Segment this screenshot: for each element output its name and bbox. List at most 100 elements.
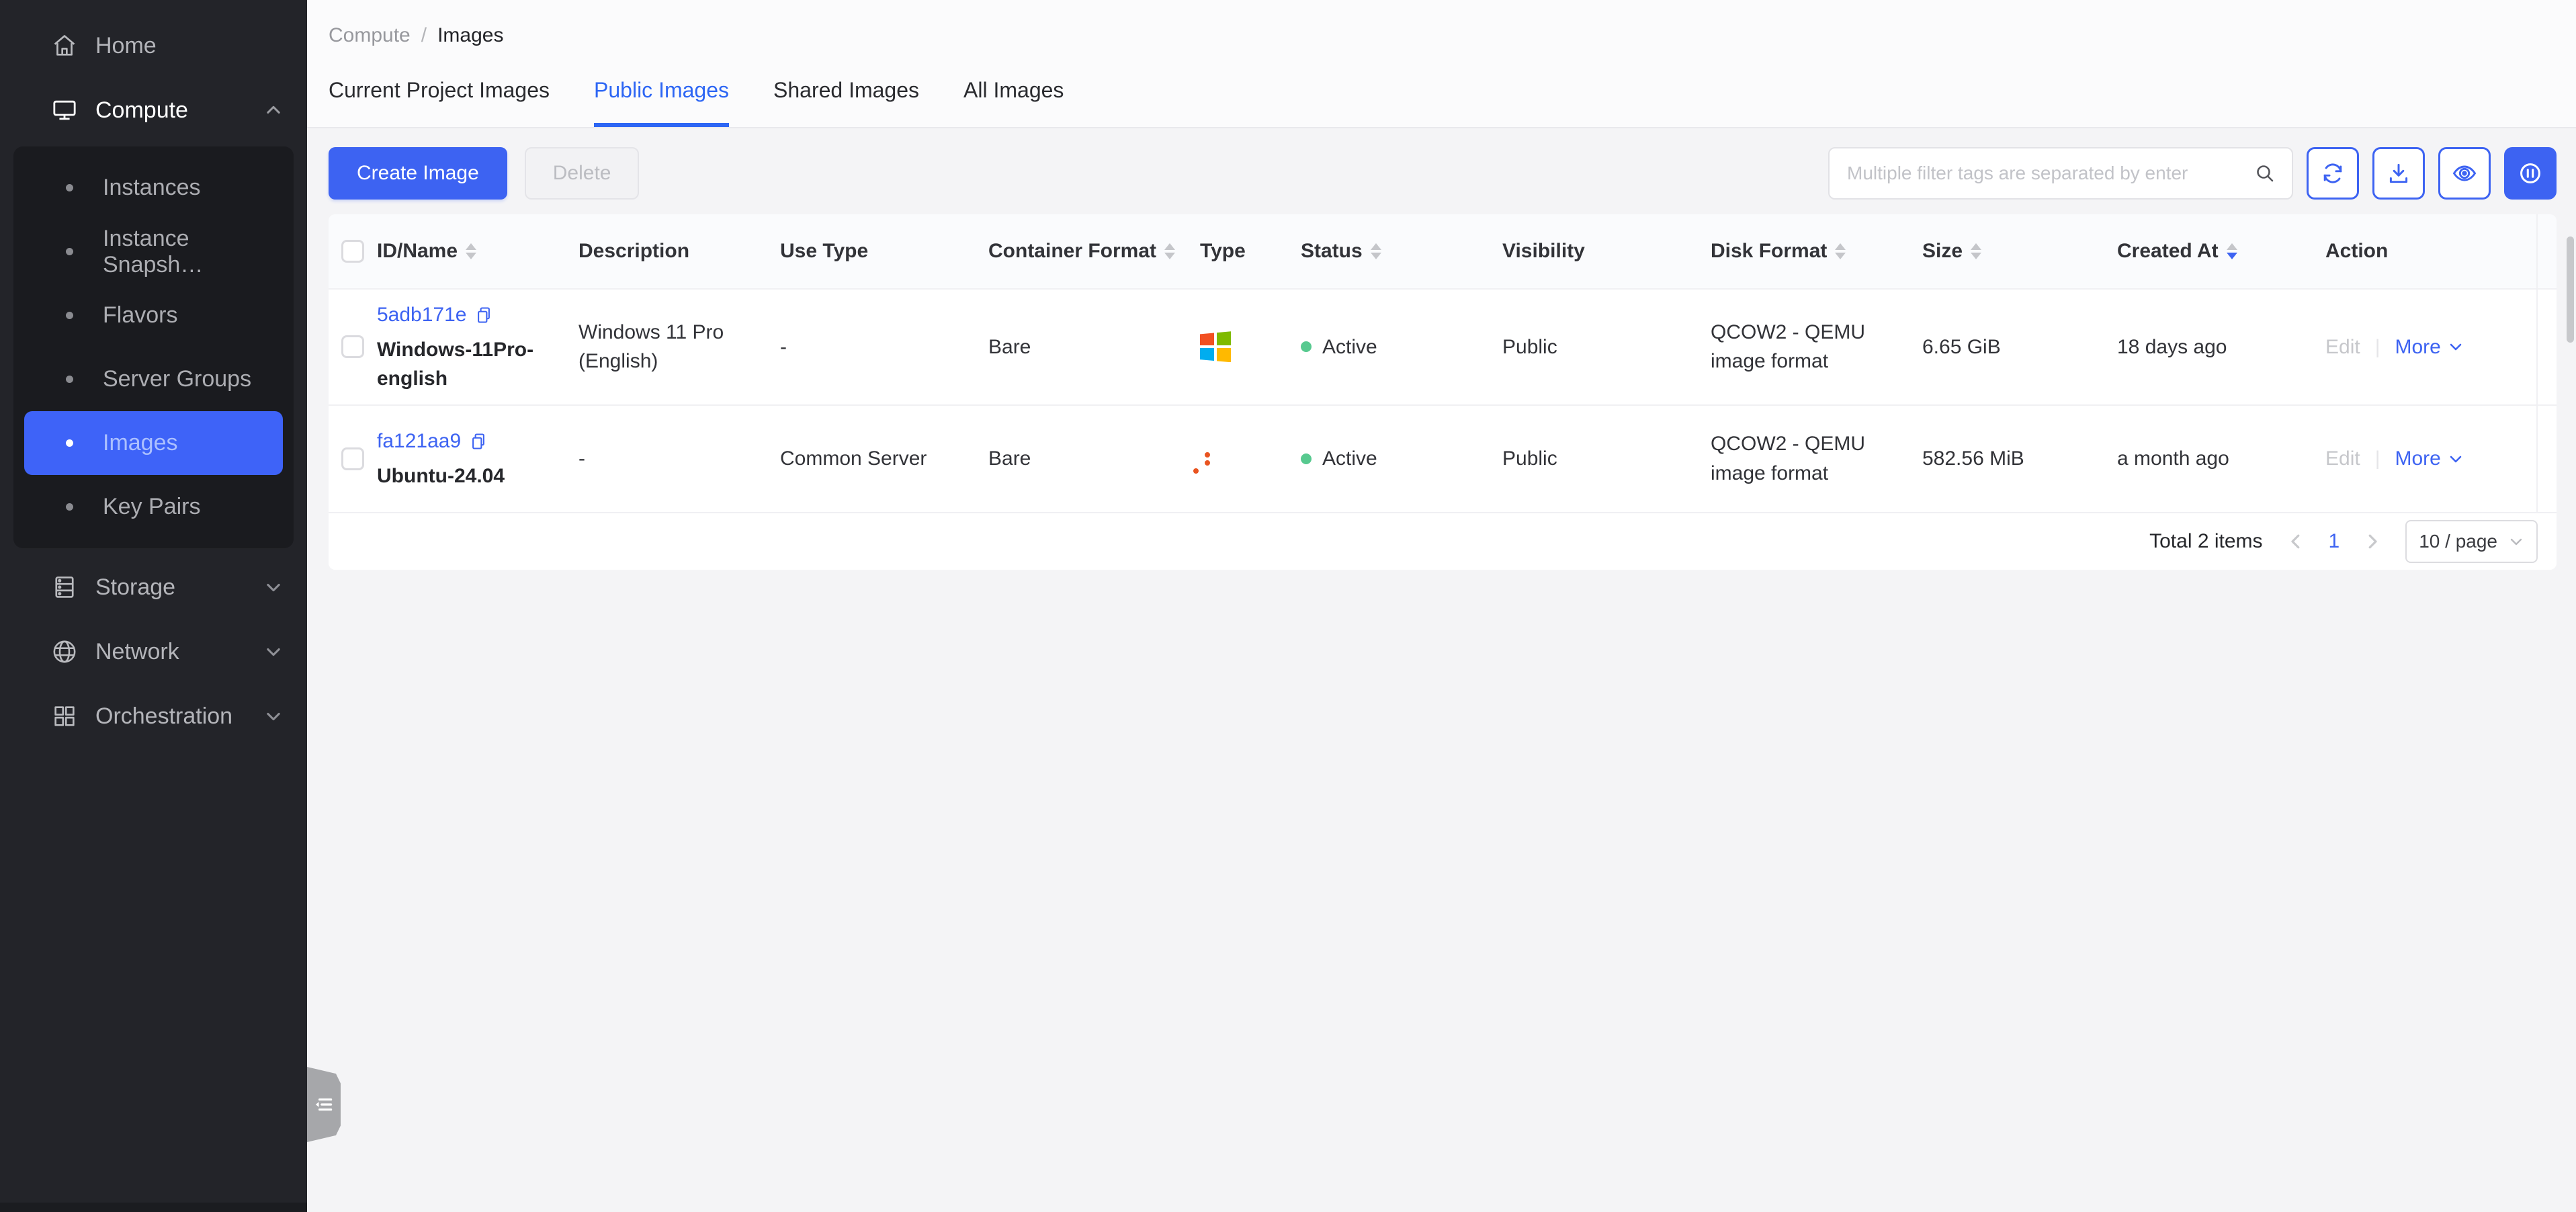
filter-input[interactable] xyxy=(1847,163,2253,184)
column-header-id-name[interactable]: ID/Name xyxy=(377,226,578,277)
scrollbar-gutter xyxy=(2536,406,2557,512)
sidebar-item-network[interactable]: Network xyxy=(0,619,307,684)
bullet-icon xyxy=(66,184,73,191)
edit-button[interactable]: Edit xyxy=(2325,333,2360,362)
action-cell: Edit | More xyxy=(2325,433,2536,484)
search-icon[interactable] xyxy=(2253,161,2277,185)
sidebar-item-server-groups[interactable]: Server Groups xyxy=(24,347,283,411)
prev-page-button[interactable] xyxy=(2286,531,2306,552)
table-row: 5adb171e Windows-11Pro-english Windows 1… xyxy=(329,288,2557,404)
main-content: Compute / Images Current Project Images … xyxy=(307,0,2576,1212)
more-button[interactable]: More xyxy=(2395,444,2464,474)
sidebar-item-instances[interactable]: Instances xyxy=(24,156,283,220)
chevron-up-icon xyxy=(264,101,283,120)
column-header-disk-format[interactable]: Disk Format xyxy=(1711,226,1922,277)
select-all-checkbox[interactable] xyxy=(341,240,364,263)
sidebar-item-flavors[interactable]: Flavors xyxy=(24,284,283,347)
sidebar-item-label: Key Pairs xyxy=(103,494,201,520)
container-format-cell: Bare xyxy=(988,433,1200,484)
row-checkbox[interactable] xyxy=(341,447,364,470)
table-header-row: ID/Name Description Use Type Container F… xyxy=(329,214,2557,288)
sort-icon[interactable] xyxy=(1371,243,1381,259)
sort-icon[interactable] xyxy=(1835,243,1846,259)
page-header: Compute / Images Current Project Images … xyxy=(307,0,2576,128)
tab-all-images[interactable]: All Images xyxy=(963,78,1064,127)
status-cell: Active xyxy=(1301,322,1502,373)
tab-bar: Current Project Images Public Images Sha… xyxy=(329,78,2549,127)
tab-shared-images[interactable]: Shared Images xyxy=(773,78,919,127)
sidebar-item-orchestration[interactable]: Orchestration xyxy=(0,684,307,748)
bullet-icon xyxy=(66,439,73,447)
image-id-link[interactable]: 5adb171e xyxy=(377,300,493,330)
filter-input-wrap xyxy=(1828,147,2293,200)
download-icon xyxy=(2386,161,2411,186)
page-size-select[interactable]: 10 / page xyxy=(2405,520,2538,563)
sidebar-collapse-handle[interactable] xyxy=(307,1067,341,1142)
column-header-description: Description xyxy=(578,226,780,277)
delete-button[interactable]: Delete xyxy=(525,147,640,200)
column-header-size[interactable]: Size xyxy=(1922,226,2117,277)
page-number-1[interactable]: 1 xyxy=(2329,530,2340,553)
copy-icon[interactable] xyxy=(469,432,488,451)
image-name: Windows-11Pro-english xyxy=(377,335,562,394)
sidebar-item-label: Server Groups xyxy=(103,366,251,392)
download-button[interactable] xyxy=(2372,147,2425,200)
auto-refresh-button[interactable] xyxy=(2504,147,2557,200)
created-at-cell: a month ago xyxy=(2117,433,2325,484)
create-image-button[interactable]: Create Image xyxy=(329,147,507,200)
column-header-status[interactable]: Status xyxy=(1301,226,1502,277)
row-checkbox[interactable] xyxy=(341,335,364,358)
sidebar-item-key-pairs[interactable]: Key Pairs xyxy=(24,475,283,539)
id-name-cell: fa121aa9 Ubuntu-24.04 xyxy=(377,416,578,501)
sidebar-item-home[interactable]: Home xyxy=(0,13,307,78)
next-page-button[interactable] xyxy=(2362,531,2382,552)
menu-fold-icon xyxy=(312,1093,335,1116)
column-header-container-format[interactable]: Container Format xyxy=(988,226,1200,277)
breadcrumb: Compute / Images xyxy=(329,24,2549,47)
image-id-link[interactable]: fa121aa9 xyxy=(377,427,488,456)
table-row: fa121aa9 Ubuntu-24.04 - Common Server Ba… xyxy=(329,404,2557,512)
scrollbar-gutter xyxy=(2536,290,2557,404)
sidebar-item-images[interactable]: Images xyxy=(24,411,283,475)
compute-submenu: Instances Instance Snapsh… Flavors Serve… xyxy=(13,146,294,548)
sidebar-item-label: Network xyxy=(95,639,264,665)
pause-circle-icon xyxy=(2516,159,2544,187)
use-type-cell: Common Server xyxy=(780,433,988,484)
sidebar-item-label: Images xyxy=(103,430,178,456)
sort-icon[interactable] xyxy=(1971,243,1981,259)
sort-icon[interactable] xyxy=(1164,243,1175,259)
use-type-cell: - xyxy=(780,322,988,373)
type-cell xyxy=(1200,320,1301,373)
tab-current-project-images[interactable]: Current Project Images xyxy=(329,78,550,127)
action-divider: | xyxy=(2375,333,2380,362)
more-button[interactable]: More xyxy=(2395,333,2464,362)
home-icon xyxy=(50,31,79,60)
breadcrumb-compute[interactable]: Compute xyxy=(329,24,411,47)
edit-button[interactable]: Edit xyxy=(2325,444,2360,474)
breadcrumb-images: Images xyxy=(437,24,503,47)
column-display-button[interactable] xyxy=(2438,147,2491,200)
sidebar-item-label: Instance Snapsh… xyxy=(103,226,283,278)
id-name-cell: 5adb171e Windows-11Pro-english xyxy=(377,290,578,404)
sidebar-item-label: Orchestration xyxy=(95,703,264,730)
pagination-bar: Total 2 items 1 10 / page xyxy=(329,512,2557,570)
refresh-button[interactable] xyxy=(2307,147,2359,200)
sidebar-item-label: Home xyxy=(95,33,283,59)
bullet-icon xyxy=(66,312,73,319)
bullet-icon xyxy=(66,376,73,383)
sidebar-item-instance-snapshots[interactable]: Instance Snapsh… xyxy=(24,220,283,284)
globe-icon xyxy=(50,637,79,666)
toolbar: Create Image Delete xyxy=(329,147,2557,200)
sidebar-item-compute[interactable]: Compute xyxy=(0,78,307,142)
disk-format-cell: QCOW2 - QEMU image format xyxy=(1711,307,1922,387)
copy-icon[interactable] xyxy=(474,306,493,324)
sort-icon-active[interactable] xyxy=(2227,243,2237,259)
sidebar-item-storage[interactable]: Storage xyxy=(0,555,307,619)
sort-icon[interactable] xyxy=(466,243,476,259)
tab-public-images[interactable]: Public Images xyxy=(594,78,729,127)
windows-logo-icon xyxy=(1200,331,1231,362)
image-name: Ubuntu-24.04 xyxy=(377,462,562,491)
column-header-created-at[interactable]: Created At xyxy=(2117,226,2325,277)
scrollbar-thumb[interactable] xyxy=(2567,236,2574,343)
disk-format-cell: QCOW2 - QEMU image format xyxy=(1711,419,1922,499)
